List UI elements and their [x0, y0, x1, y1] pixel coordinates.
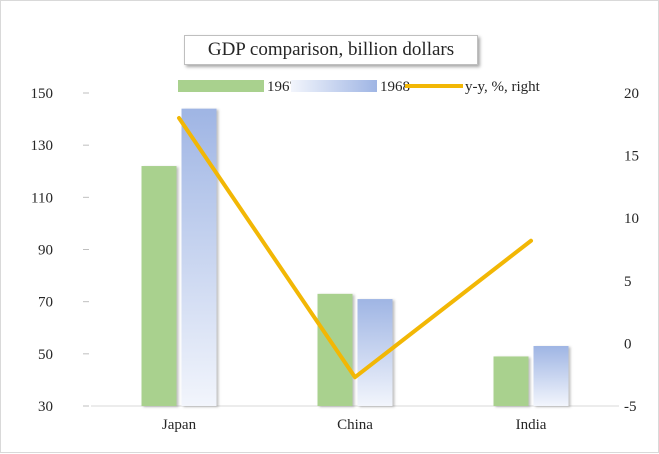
left-tick-label: 50 [38, 347, 53, 363]
bar-1967-japan [141, 166, 177, 406]
legend-swatch-1967 [178, 80, 264, 92]
line-point [354, 376, 356, 378]
line-point [530, 240, 532, 242]
legend-label-1968: 1968 [380, 79, 410, 95]
category-label: India [516, 417, 547, 433]
line-series [177, 116, 533, 380]
chart-title-box: GDP comparison, billion dollars [184, 35, 478, 65]
chart-title: GDP comparison, billion dollars [207, 39, 455, 60]
bar-1968-india [533, 346, 569, 406]
legend: 1967 1968 y-y, %, right [178, 79, 541, 95]
right-tick-label: 20 [624, 86, 639, 102]
right-tick-label: 10 [624, 211, 639, 227]
bar-series [141, 108, 569, 407]
right-tick-label: 15 [624, 149, 639, 165]
line-yy-series [177, 116, 533, 380]
right-tick-label: 5 [624, 274, 632, 290]
left-tick-label: 90 [38, 243, 53, 259]
legend-label-line: y-y, %, right [465, 79, 541, 95]
left-tick-label: 130 [31, 138, 54, 154]
bar-1968-japan [181, 108, 217, 407]
left-tick-label: 70 [38, 295, 53, 311]
left-tick-label: 110 [31, 190, 53, 206]
right-tick-label: -5 [624, 399, 637, 415]
line-point [178, 117, 180, 119]
category-label: China [337, 417, 373, 433]
right-tick-label: 0 [624, 336, 632, 352]
legend-label-1967: 1967 [267, 79, 298, 95]
category-label: Japan [162, 417, 197, 433]
left-tick-label: 150 [31, 86, 54, 102]
right-axis: -5 0 5 10 15 20 [624, 86, 639, 415]
bar-1967-india [493, 356, 529, 406]
left-axis: 30 50 70 90 110 130 150 [31, 86, 89, 415]
legend-swatch-1968 [291, 80, 377, 92]
left-tick-label: 30 [38, 399, 53, 415]
category-axis: Japan China India [162, 417, 547, 433]
